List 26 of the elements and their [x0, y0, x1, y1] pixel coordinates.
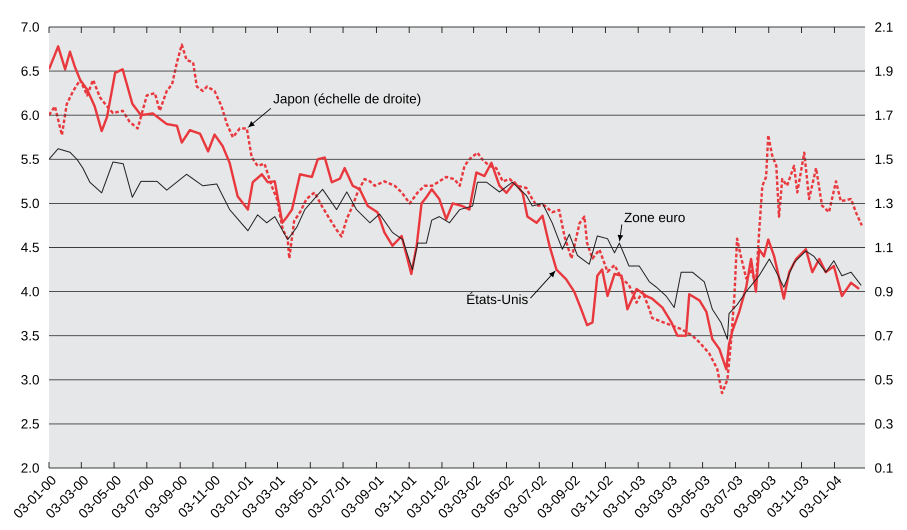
y-tick-label: 3.0 — [21, 375, 39, 385]
y-tick-label: 7.0 — [21, 22, 39, 32]
y2-tick-label: 1.3 — [876, 198, 893, 208]
y2-tick-label: 0.9 — [875, 286, 893, 296]
y2-tick-label: 1.1 — [876, 242, 893, 252]
y2-tick-label: 1.9 — [876, 66, 893, 76]
text: États-Unis — [467, 292, 528, 304]
y2-tick-label: 0.7 — [875, 330, 893, 340]
series-label: Zone euro — [624, 212, 685, 222]
y-tick-label: 2.0 — [21, 463, 39, 473]
y2-tick-label: 1.5 — [876, 154, 893, 164]
y-tick-label: 6.5 — [21, 66, 39, 76]
y-tick-label: 5.5 — [21, 154, 39, 164]
y2-tick-label: 1.7 — [876, 110, 893, 120]
y2-tick-label: 0.5 — [875, 375, 893, 385]
y-tick-label: 6.0 — [21, 110, 39, 120]
y-tick-label: 4.5 — [21, 242, 39, 252]
line-series — [49, 148, 862, 340]
y2-tick-label: 2.1 — [875, 22, 893, 32]
y2-tick-label: 0.3 — [875, 419, 893, 429]
y-tick-label: 3.5 — [21, 330, 39, 340]
y-tick-label: 2.5 — [21, 419, 39, 429]
y-tick-label: 4.0 — [21, 286, 39, 296]
y-tick-label: 5.0 — [21, 198, 39, 208]
text: Japon (échelle de droite) — [273, 93, 420, 106]
y2-tick-label: 0.1 — [875, 463, 893, 473]
